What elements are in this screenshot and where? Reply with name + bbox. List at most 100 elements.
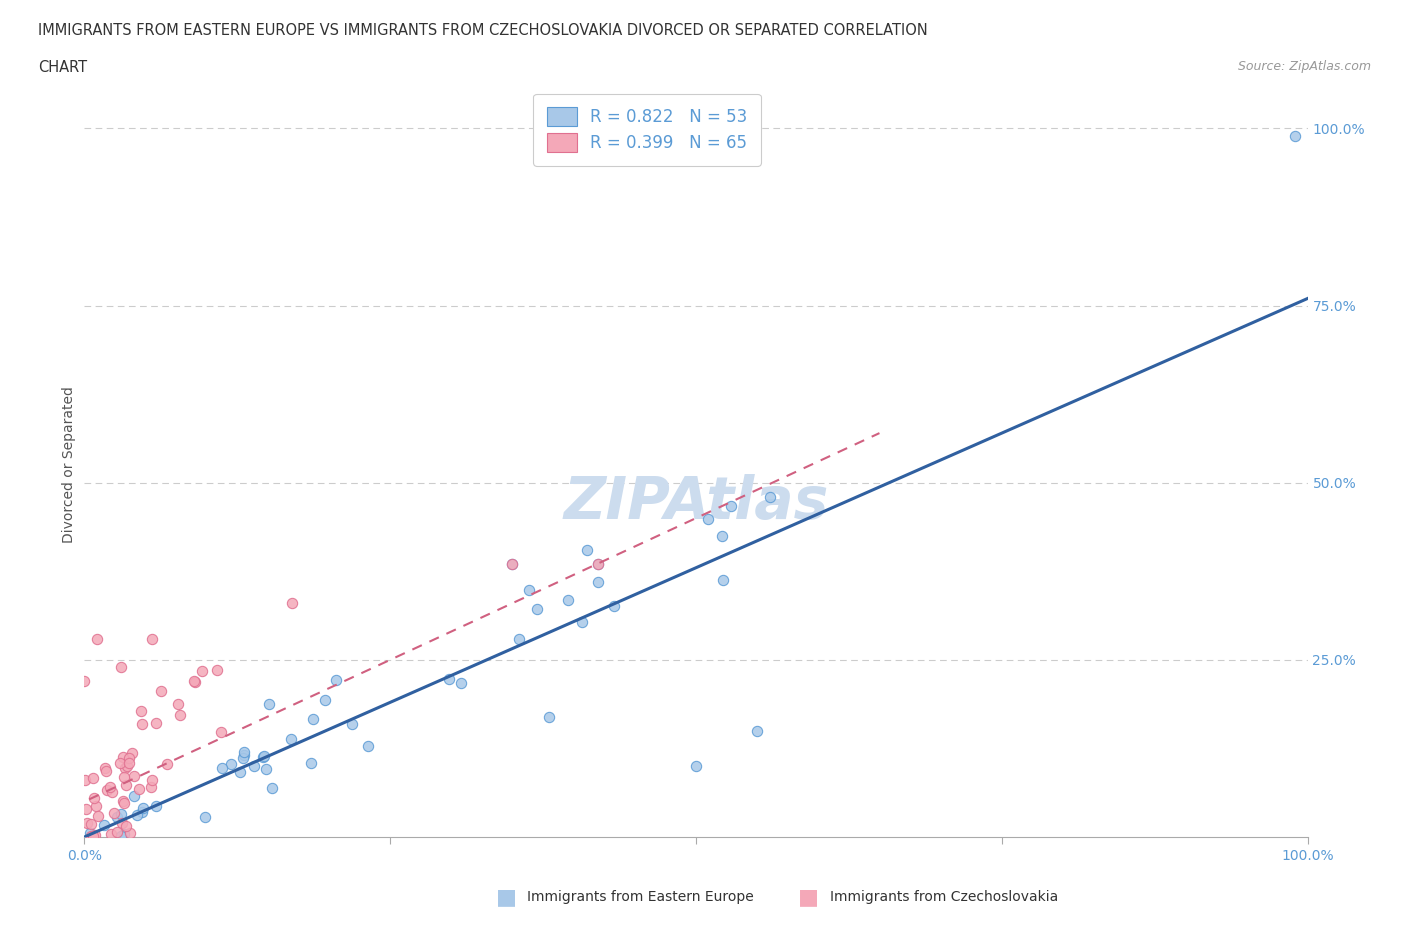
Point [110, 659, 132, 674]
Text: Source: ZipAtlas.com: Source: ZipAtlas.com [1237, 60, 1371, 73]
Point [232, 745, 254, 760]
Point [357, 738, 380, 753]
Text: Immigrants from Czechoslovakia: Immigrants from Czechoslovakia [830, 890, 1057, 905]
Point [720, 498, 742, 513]
Point [229, 764, 252, 779]
Point [112, 750, 135, 764]
Point [118, 751, 141, 765]
Point [145, 799, 167, 814]
Point [253, 748, 276, 763]
Point [83, 790, 105, 805]
Point [260, 781, 283, 796]
Point [281, 596, 304, 611]
Point [115, 818, 138, 833]
Point [82, 770, 104, 785]
Point [710, 528, 733, 543]
Point [141, 773, 163, 788]
Point [139, 779, 162, 794]
Point [342, 716, 364, 731]
Point [87, 809, 110, 824]
Point [711, 573, 734, 588]
Point [93, 817, 115, 832]
Legend: R = 0.822   N = 53, R = 0.399   N = 65: R = 0.822 N = 53, R = 0.399 N = 65 [533, 94, 761, 166]
Point [211, 761, 233, 776]
Point [209, 724, 232, 739]
Point [167, 697, 190, 711]
Point [156, 757, 179, 772]
Point [112, 827, 135, 842]
Point [233, 748, 256, 763]
Point [437, 671, 460, 686]
Point [84, 828, 107, 843]
Point [114, 777, 136, 792]
Point [100, 779, 122, 794]
Point [103, 805, 125, 820]
Point [219, 757, 242, 772]
Point [131, 804, 153, 819]
Point [299, 755, 322, 770]
Point [129, 703, 152, 718]
Point [105, 824, 128, 839]
Point [538, 709, 561, 724]
Point [747, 724, 769, 738]
Point [252, 750, 274, 764]
Point [110, 829, 132, 844]
Point [75, 802, 97, 817]
Point [124, 768, 146, 783]
Point [586, 574, 609, 589]
Point [194, 810, 217, 825]
Text: CHART: CHART [38, 60, 87, 75]
Point [517, 583, 540, 598]
Point [128, 781, 150, 796]
Point [557, 592, 579, 607]
Point [82, 829, 104, 844]
Point [108, 756, 131, 771]
Point [79, 830, 101, 844]
Point [280, 732, 302, 747]
Point [120, 826, 142, 841]
Point [696, 512, 718, 526]
Text: IMMIGRANTS FROM EASTERN EUROPE VS IMMIGRANTS FROM CZECHOSLOVAKIA DIVORCED OR SEP: IMMIGRANTS FROM EASTERN EUROPE VS IMMIGR… [38, 23, 928, 38]
Point [759, 489, 782, 504]
Point [111, 793, 134, 808]
Text: ■: ■ [799, 887, 818, 908]
Point [257, 697, 280, 711]
Point [603, 599, 626, 614]
Point [141, 631, 163, 646]
Point [94, 764, 117, 778]
Point [73, 773, 96, 788]
Point [122, 789, 145, 804]
Point [131, 717, 153, 732]
Point [112, 796, 135, 811]
Point [302, 711, 325, 726]
Point [84, 799, 107, 814]
Point [79, 829, 101, 844]
Point [571, 615, 593, 630]
Point [242, 759, 264, 774]
Point [191, 664, 214, 679]
Point [80, 817, 103, 831]
Point [105, 809, 128, 824]
Point [86, 631, 108, 646]
Text: ZIPAtlas: ZIPAtlas [564, 473, 828, 531]
Point [502, 557, 524, 572]
Point [110, 816, 132, 830]
Point [232, 751, 254, 765]
Point [117, 759, 139, 774]
Point [586, 557, 609, 572]
Y-axis label: Divorced or Separated: Divorced or Separated [62, 387, 76, 543]
Point [114, 761, 136, 776]
Point [508, 631, 530, 646]
Point [149, 684, 172, 698]
Text: Immigrants from Eastern Europe: Immigrants from Eastern Europe [527, 890, 754, 905]
Point [1284, 128, 1306, 143]
Point [76, 816, 98, 830]
Point [183, 673, 205, 688]
Point [132, 801, 155, 816]
Point [576, 542, 599, 557]
Point [450, 676, 472, 691]
Point [685, 759, 707, 774]
Point [145, 715, 167, 730]
Point [256, 761, 278, 776]
Point [325, 672, 347, 687]
